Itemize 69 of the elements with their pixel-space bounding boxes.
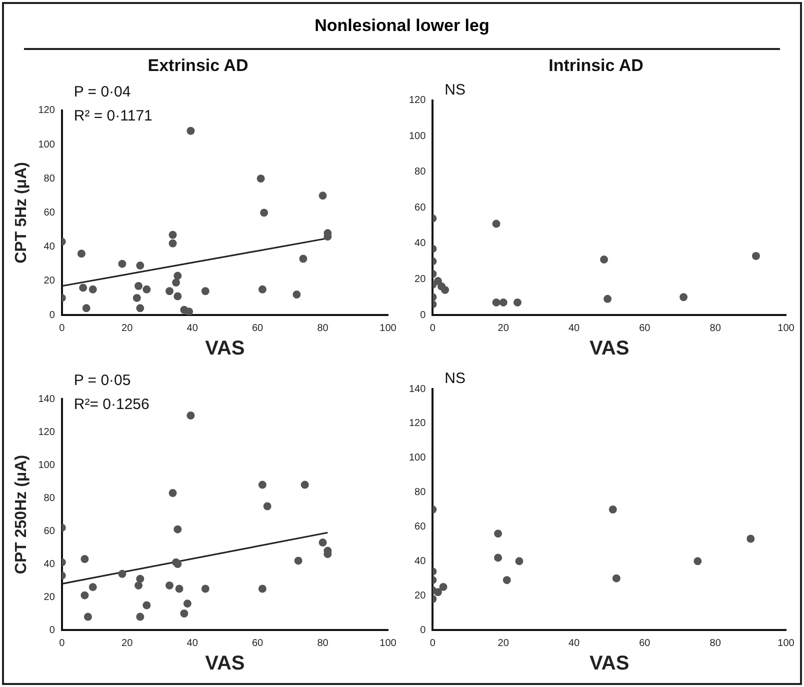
x-tick-label: 20	[498, 322, 510, 334]
x-tick-label: 40	[186, 322, 198, 334]
x-axis-title: VAS	[590, 652, 630, 675]
text: P = 0·05	[74, 372, 131, 389]
y-tick-label: 40	[44, 558, 56, 570]
y-tick-label: 20	[414, 590, 426, 602]
x-axis-title: VAS	[590, 338, 630, 360]
x-tick-label: 60	[639, 638, 651, 649]
y-tick-label: 120	[38, 426, 56, 438]
x-tick-label: 80	[710, 638, 722, 649]
x-tick-label: 80	[710, 322, 722, 334]
x-tick-label: 20	[122, 322, 134, 334]
y-tick-label: 20	[44, 592, 56, 603]
text: P = 0·04	[74, 83, 131, 100]
x-tick-label: 20	[122, 638, 134, 649]
y-tick-label: 40	[414, 238, 426, 250]
y-tick-label: 0	[420, 624, 426, 636]
y-tick-label: 100	[38, 460, 56, 471]
y-tick-label: 0	[49, 310, 56, 321]
x-tick-label: 0	[430, 638, 436, 649]
y-tick-label: 60	[44, 207, 56, 218]
y-tick-label: 80	[414, 166, 426, 178]
y-tick-label: 100	[408, 452, 426, 464]
y-tick-label: 40	[414, 556, 426, 567]
text: NS	[444, 81, 466, 98]
x-tick-label: 0	[59, 638, 66, 649]
x-tick-label: 0	[59, 322, 66, 334]
x-tick-label: 40	[568, 322, 580, 334]
y-tick-label: 120	[408, 95, 426, 106]
y-tick-label: 140	[38, 394, 56, 405]
y-axis-title: CPT 5Hz (μA)	[13, 162, 30, 264]
y-tick-label: 80	[44, 173, 56, 184]
y-tick-label: 140	[408, 384, 426, 395]
x-tick-label: 20	[498, 638, 510, 649]
y-tick-label: 0	[420, 310, 426, 321]
chart-title: Nonlesional lower leg	[24, 4, 780, 50]
y-tick-label: 20	[414, 274, 426, 285]
x-tick-label: 60	[252, 322, 264, 334]
x-tick-label: 100	[380, 322, 397, 334]
x-tick-label: 100	[380, 638, 397, 649]
x-tick-label: 0	[430, 322, 436, 334]
chart-subtitle: Intrinsic AD	[548, 56, 644, 75]
x-axis-title: VAS	[205, 338, 245, 360]
y-tick-label: 80	[44, 492, 56, 504]
y-tick-label: 20	[44, 276, 56, 287]
x-tick-label: 100	[778, 638, 795, 649]
y-axis-title: CPT 250Hz (μA)	[13, 454, 30, 574]
chart-subtitle: Extrinsic AD	[148, 56, 248, 75]
y-tick-label: 100	[38, 139, 56, 150]
x-tick-label: 80	[317, 638, 329, 649]
y-tick-label: 80	[414, 487, 426, 498]
y-tick-label: 0	[49, 624, 56, 636]
x-tick-label: 100	[778, 322, 795, 334]
y-tick-label: 60	[414, 521, 426, 532]
annotation: R²= 0·1256	[74, 396, 150, 413]
y-tick-label: 120	[408, 418, 426, 430]
y-tick-label: 60	[414, 202, 426, 214]
annotation: R² = 0·1171	[74, 107, 152, 124]
y-tick-label: 40	[44, 242, 56, 253]
text: NS	[444, 370, 466, 387]
x-tick-label: 80	[317, 322, 329, 334]
x-tick-label: 40	[568, 638, 580, 649]
x-axis-title: VAS	[205, 652, 245, 675]
x-tick-label: 60	[252, 638, 264, 649]
x-tick-label: 40	[186, 638, 198, 649]
y-tick-label: 100	[408, 130, 426, 142]
y-tick-label: 60	[44, 526, 56, 537]
y-tick-label: 120	[38, 105, 56, 116]
x-tick-label: 60	[639, 322, 651, 334]
